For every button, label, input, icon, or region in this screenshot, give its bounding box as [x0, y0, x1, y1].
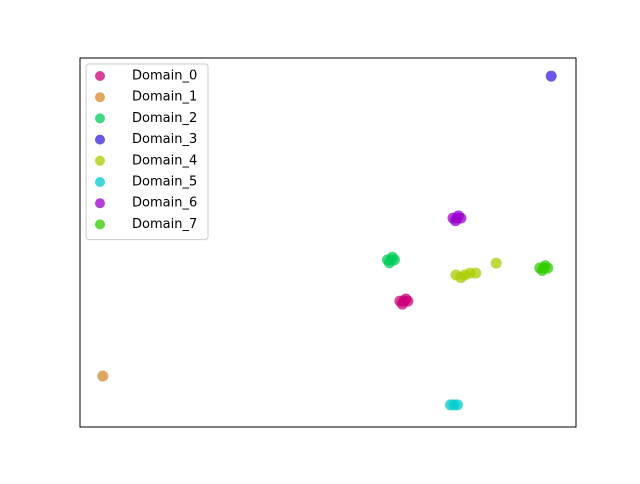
legend-label: Domain_7 [132, 217, 197, 232]
legend-marker [95, 92, 105, 103]
plot-frame [79, 57, 577, 428]
legend-marker [95, 134, 105, 145]
point [400, 293, 412, 305]
legend-marker [95, 71, 105, 81]
legend-box [85, 63, 209, 241]
point [97, 370, 109, 382]
point [539, 260, 551, 272]
legend-label: Domain_2 [132, 111, 197, 126]
legend-label: Domain_5 [132, 175, 197, 190]
point [490, 257, 502, 269]
legend-marker [95, 177, 105, 187]
legend-marker [95, 155, 105, 166]
point [386, 251, 398, 263]
legend-label: Domain_0 [132, 69, 197, 84]
point [452, 210, 464, 222]
legend-label: Domain_3 [132, 132, 197, 147]
point [545, 70, 557, 82]
legend-marker [95, 198, 105, 209]
legend-label: Domain_4 [132, 153, 197, 168]
legend-marker [95, 219, 105, 230]
point [470, 267, 482, 279]
point [451, 399, 463, 411]
legend-marker [95, 113, 105, 124]
legend-label: Domain_1 [132, 90, 197, 105]
legend-label: Domain_6 [132, 196, 197, 211]
